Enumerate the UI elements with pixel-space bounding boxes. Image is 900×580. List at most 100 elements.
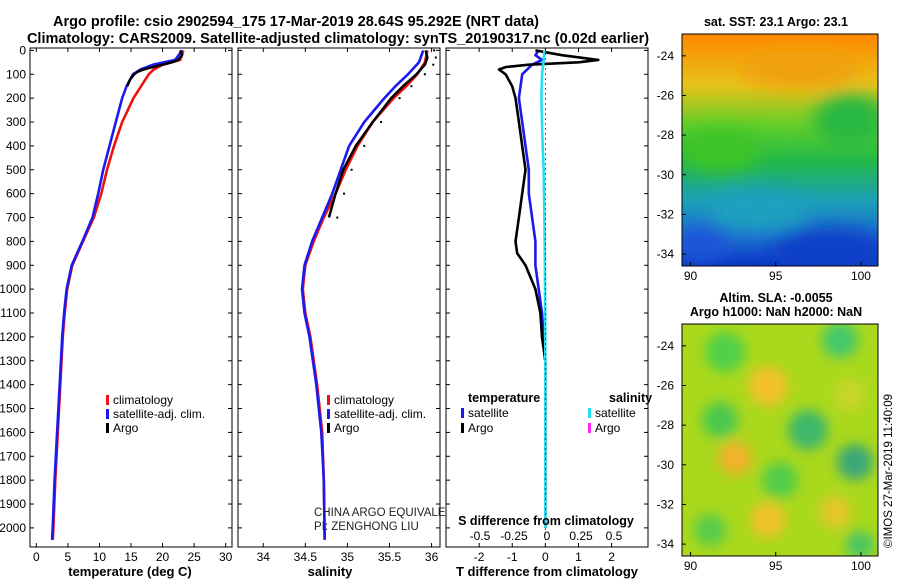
legend-swatch-t-argo [461,423,464,433]
depth-tick-label: 1200 [0,330,26,344]
depth-tick-label: 800 [6,234,26,248]
credit-line-2: PI: ZENGHONG LIU [314,521,419,533]
depth-tick-label: 200 [6,91,26,105]
legend-heading-salinity: salinity [609,391,652,405]
x-tick-label: 30 [219,550,233,564]
temperature-legend: climatology satellite-adj. clim. Argo [106,393,205,435]
depth-tick-label: 700 [6,211,26,225]
depth-tick-label: 900 [6,258,26,272]
map-y-tick-label: -30 [657,458,675,472]
sla-axes: 90 95 100 -24 -26 -28 -30 -32 -34 [657,339,872,573]
depth-tick-label: 1800 [0,473,26,487]
legend-label-climatology: climatology [334,393,394,407]
argo-sample-dot [434,56,437,59]
argo-sample-dot [363,144,366,147]
sst-patch [740,52,860,88]
map-y-tick-label: -28 [657,418,675,432]
x-tick-label: 35.5 [378,550,402,564]
x-tick-label: 1 [575,550,582,564]
temperature-x-axis: 0 5 10 15 20 25 30 [33,48,233,564]
sla-map-title: Altim. SLA: -0.0055 [719,291,832,305]
sla-patch [718,441,752,475]
sla-patch [762,462,798,498]
argo-sample-dot [433,49,436,52]
depth-tick-label: 1400 [0,378,26,392]
x-tick-label: 34.5 [294,550,318,564]
sst-patch [710,190,810,230]
depth-tick-label: 1700 [0,449,26,463]
x-tick-label: 2 [608,550,615,564]
salinity-lines [300,49,437,540]
sla-patch [834,379,866,411]
x-tick-label: 0 [33,550,40,564]
depth-tick-label: 2000 [0,521,26,535]
sla-patch [702,402,738,438]
sst-map: sat. SST: 23.1 Argo: 23.1 90 95 100 -24 -26 -… [657,15,879,283]
sst-patch [814,94,878,146]
depth-tick-label: 1100 [0,306,26,320]
sst-patch [682,227,728,263]
legend-swatch-climatology [106,395,109,405]
map-y-tick-label: -32 [657,497,675,511]
sla-patch [694,514,726,546]
x-tick-label: 0 [542,550,549,564]
x-tick-label: 25 [187,550,201,564]
depth-tick-label: 300 [6,115,26,129]
depth-tick-label: 0 [19,43,26,57]
legend-label-climatology: climatology [113,393,173,407]
title-line-2: Climatology: CARS2009. Satellite-adjuste… [27,31,649,47]
difference-xlabel: T difference from climatology [456,564,639,579]
series-line-satellite-adj-clim- [300,49,425,540]
x-tick-label: 34 [257,550,271,564]
x-tick-label: 15 [124,550,138,564]
salinity-panel: 34 34.5 35 35.5 36 salinity climatology sate… [237,47,461,579]
legend-label-t-argo: Argo [468,421,494,435]
argo-sample-dot [398,97,401,100]
legend-swatch-argo [106,423,109,433]
legend-swatch-argo [327,423,330,433]
credit-line-1: CHINA ARGO EQUIVALENT [314,507,461,519]
argo-sample-dot [432,63,435,66]
legend-swatch-satellite [327,409,330,419]
sst-patch [770,228,878,266]
title-line-1: Argo profile: csio 2902594_175 17-Mar-20… [53,14,539,30]
map-y-tick-label: -32 [657,207,675,221]
argo-sample-dot [423,73,426,76]
legend-heading-temperature: temperature [468,391,540,405]
depth-tick-label: 1300 [0,354,26,368]
sla-patch [822,324,858,358]
sst-field [682,34,878,266]
sla-patch [705,332,745,372]
legend-swatch-s-argo [588,423,591,433]
legend-label-satellite: satellite-adj. clim. [334,407,426,421]
map-x-tick-label: 90 [684,269,698,283]
sla-patch [750,502,786,538]
x-tick-label: 5 [65,550,72,564]
argo-sample-dot [380,121,383,124]
difference-depth-ticks [446,49,648,529]
salinity-legend: climatology satellite-adj. clim. Argo [327,393,426,435]
map-y-tick-label: -26 [657,88,675,102]
legend-label-s-argo: Argo [595,421,621,435]
legend-swatch-climatology [327,395,330,405]
sla-map-subtitle: Argo h1000: NaN h2000: NaN [690,305,862,319]
x-tick-label: -2 [474,550,485,564]
argo-sample-dot [350,168,353,171]
legend-swatch-satellite [106,409,109,419]
sla-patch [837,444,873,480]
map-x-tick-label: 100 [851,269,871,283]
sst-patch [682,128,760,172]
depth-tick-label: 400 [6,139,26,153]
legend-label-t-satellite: satellite [468,406,509,420]
x-tick-label: 20 [156,550,170,564]
sst-axes: 90 95 100 -24 -26 -28 -30 -32 -34 [657,49,872,283]
difference-lines [497,48,600,547]
sla-patch [846,531,874,556]
map-x-tick-label: 95 [769,269,783,283]
sla-field [682,324,878,556]
depth-tick-label: 500 [6,163,26,177]
x-tick-label: 10 [93,550,107,564]
map-y-tick-label: -30 [657,168,675,182]
legend-label-argo: Argo [113,421,139,435]
